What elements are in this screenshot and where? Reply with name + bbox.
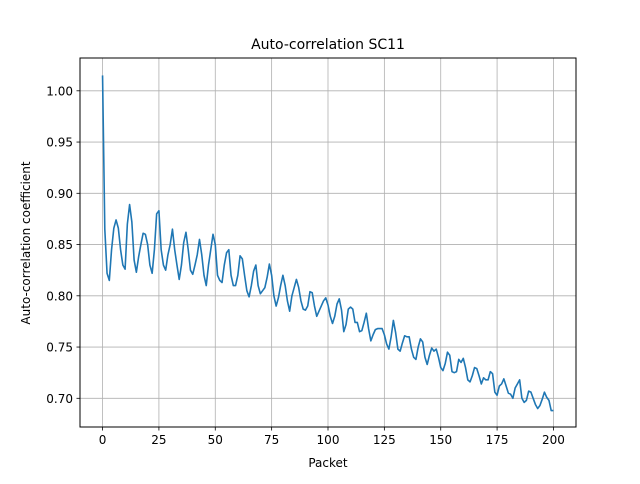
y-axis-ticks: 0.70 0.75 0.80 0.85 0.90 0.95 1.00 <box>46 84 80 406</box>
y-tick-label: 1.00 <box>46 84 73 98</box>
x-axis-ticks: 0 25 50 75 100 125 150 175 200 <box>99 427 565 447</box>
x-tick-label: 75 <box>264 433 279 447</box>
series-line <box>101 75 554 412</box>
y-tick-label: 0.85 <box>46 238 73 252</box>
series-layer <box>101 75 554 412</box>
y-tick-label: 0.80 <box>46 289 73 303</box>
y-tick-label: 0.75 <box>46 341 73 355</box>
y-tick-label: 0.70 <box>46 392 73 406</box>
x-tick-label: 125 <box>373 433 396 447</box>
y-axis-label: Auto-correlation coefficient <box>19 161 33 324</box>
x-axis-label: Packet <box>308 456 348 470</box>
x-tick-label: 25 <box>151 433 166 447</box>
x-tick-label: 100 <box>317 433 340 447</box>
x-tick-label: 50 <box>208 433 223 447</box>
grid-lines <box>80 58 576 427</box>
chart-title: Auto-correlation SC11 <box>251 37 405 53</box>
y-tick-label: 0.95 <box>46 136 73 150</box>
x-tick-label: 200 <box>542 433 565 447</box>
y-tick-label: 0.90 <box>46 187 73 201</box>
x-tick-label: 150 <box>429 433 452 447</box>
x-tick-label: 0 <box>99 433 107 447</box>
x-tick-label: 175 <box>486 433 509 447</box>
